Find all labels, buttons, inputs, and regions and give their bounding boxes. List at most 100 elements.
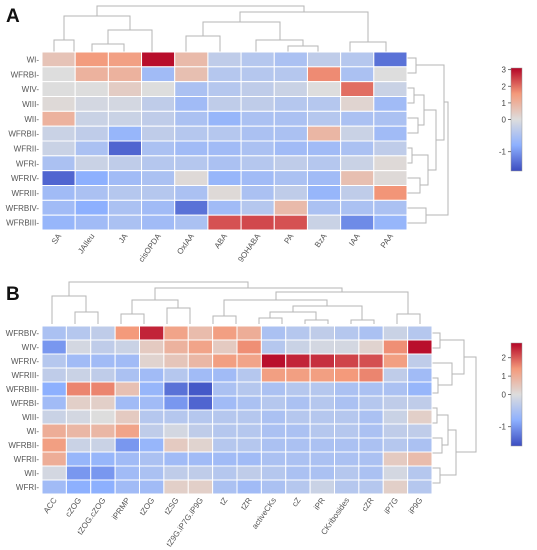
row-label: WFRBII-	[8, 130, 39, 139]
row-label: WIII-	[22, 413, 39, 422]
heatmap-cell	[207, 81, 242, 97]
column-label: iP7G	[382, 496, 400, 516]
heatmap-cell	[41, 395, 67, 411]
heatmap-cell	[141, 199, 176, 216]
heatmap-cell	[163, 325, 189, 341]
heatmap-cell	[306, 140, 342, 157]
heatmap-cell	[141, 66, 176, 83]
heatmap-cell	[90, 479, 116, 495]
heatmap-cell	[41, 423, 67, 439]
heatmap-cell	[334, 479, 360, 495]
row-label: WIV-	[22, 85, 40, 94]
heatmap-cell	[240, 214, 275, 231]
heatmap-cell	[309, 381, 336, 397]
heatmap-cell	[309, 465, 336, 481]
heatmap-cell	[358, 381, 384, 397]
heatmap-cell	[407, 381, 433, 397]
colorbar-tick-label: 2	[502, 82, 507, 91]
heatmap-cell	[285, 325, 311, 341]
heatmap-cell	[163, 409, 189, 425]
heatmap-cell	[309, 367, 336, 383]
heatmap-cell	[141, 110, 176, 127]
heatmap-cell	[340, 170, 375, 186]
heatmap-cell	[141, 140, 176, 157]
row-label: WFRBIV-	[6, 204, 40, 213]
heatmap-cell	[187, 339, 214, 355]
colorbar-tick-label: 1	[502, 99, 507, 108]
heatmap-cell	[334, 381, 360, 397]
heatmap-cell	[163, 339, 189, 355]
heatmap-cell	[273, 140, 308, 157]
heatmap-cell	[407, 409, 433, 425]
heatmap-cell	[340, 199, 375, 216]
heatmap-cell	[74, 185, 109, 201]
heatmap-cell	[334, 465, 360, 481]
heatmap-cell	[163, 367, 189, 383]
heatmap-cell	[207, 199, 242, 216]
heatmap-cell	[309, 437, 336, 453]
heatmap-cell	[334, 353, 360, 369]
heatmap-cell	[90, 395, 116, 411]
heatmap-cell	[382, 325, 409, 341]
colorbar-gradient	[510, 342, 523, 447]
heatmap-grid-a	[41, 51, 408, 231]
heatmap-cell	[90, 381, 116, 397]
heatmap-grid-b	[41, 325, 433, 495]
heatmap-cell	[187, 381, 214, 397]
heatmap-cell	[41, 170, 76, 186]
column-dendrogram-b	[51, 281, 421, 324]
heatmap-cell	[236, 353, 262, 369]
heatmap-cell	[236, 395, 262, 411]
heatmap-cell	[340, 81, 375, 97]
heatmap-cell	[90, 367, 116, 383]
heatmap-cell	[407, 353, 433, 369]
heatmap-cell	[90, 465, 116, 481]
heatmap-cell	[212, 479, 238, 495]
heatmap-cell	[65, 353, 92, 369]
heatmap-cell	[212, 367, 238, 383]
row-labels-b: WFRBIV- WIV- WFRIV- WFRIII- WFRBIII- WFRBI- WI…	[6, 329, 40, 492]
heatmap-cell	[212, 339, 238, 355]
row-label: WFRIII-	[11, 371, 39, 380]
heatmap-cell	[306, 51, 342, 68]
row-label: WFRI-	[16, 159, 39, 168]
column-label: JA	[117, 231, 130, 244]
column-label: JAIleu	[76, 232, 96, 255]
row-label: WI-	[27, 427, 40, 436]
heatmap-cell	[65, 465, 92, 481]
heatmap-cell	[407, 479, 433, 495]
heatmap-cell	[74, 51, 109, 68]
heatmap-cell	[240, 96, 275, 112]
heatmap-cell	[382, 353, 409, 369]
colorbar-tick-label: 1	[502, 372, 507, 381]
heatmap-cell	[74, 66, 109, 83]
heatmap-cell	[340, 96, 375, 112]
heatmap-cell	[340, 140, 375, 157]
heatmap-cell	[240, 170, 275, 186]
heatmap-cell	[139, 465, 165, 481]
heatmap-cell	[90, 325, 116, 341]
column-label: BzA	[313, 231, 329, 249]
heatmap-cell	[107, 96, 143, 112]
heatmap-cell	[187, 423, 214, 439]
heatmap-cell	[212, 423, 238, 439]
row-label: WII-	[24, 469, 39, 478]
row-label: WFRII-	[14, 455, 40, 464]
heatmap-cell	[236, 465, 262, 481]
heatmap-cell	[407, 465, 433, 481]
heatmap-cell	[309, 325, 336, 341]
heatmap-cell	[141, 185, 176, 201]
panel-a-label: A	[6, 6, 20, 27]
row-dendrogram-a	[407, 57, 449, 224]
heatmap-cell	[260, 367, 287, 383]
heatmap-cell	[309, 395, 336, 411]
heatmap-cell	[107, 170, 143, 186]
heatmap-cell	[382, 381, 409, 397]
heatmap-cell	[74, 110, 109, 127]
row-label: WFRIII-	[11, 189, 39, 198]
heatmap-cell	[309, 353, 336, 369]
heatmap-cell	[41, 339, 67, 355]
heatmap-cell	[285, 381, 311, 397]
heatmap-cell	[174, 185, 209, 201]
